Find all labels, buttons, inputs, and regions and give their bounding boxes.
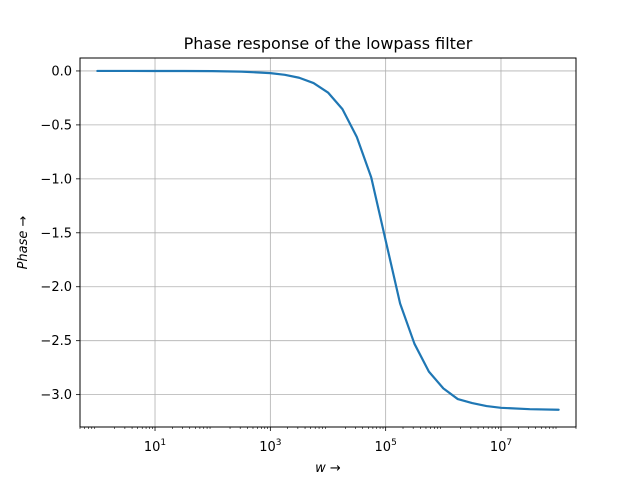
x-tick-label: 105	[375, 438, 397, 455]
y-tick-label: −1.0	[40, 172, 72, 187]
y-tick-label: −2.0	[40, 280, 72, 295]
y-tick-label: −2.5	[40, 334, 72, 349]
x-tick-label: 107	[490, 438, 512, 455]
grid	[80, 58, 576, 427]
y-tick-label: 0.0	[51, 64, 72, 79]
y-tick-label: −1.5	[40, 226, 72, 241]
plot-area	[96, 69, 560, 411]
phase-series-line	[96, 69, 560, 411]
chart-title: Phase response of the lowpass filter	[184, 34, 473, 53]
axis-ticks: 101 103 105 107 0.0 −0.5 −1.0 −1.5 −2.0 −2.5 −3.0	[40, 64, 577, 455]
y-tick-label: −3.0	[40, 388, 72, 403]
y-tick-label: −0.5	[40, 118, 72, 133]
plot-frame	[79, 57, 577, 428]
x-tick-label: 103	[259, 438, 281, 455]
x-axis-label: w →	[315, 461, 341, 476]
x-tick-label: 101	[144, 438, 166, 455]
y-axis-label: Phase →	[16, 215, 31, 269]
